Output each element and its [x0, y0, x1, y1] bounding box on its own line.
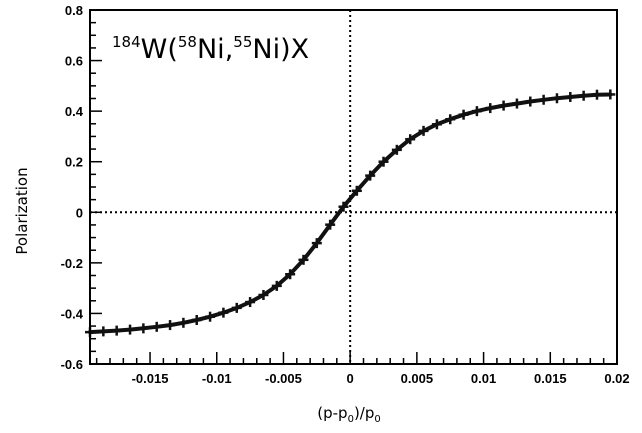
y-tick-label: -0.4: [61, 306, 84, 321]
data-point: [538, 94, 549, 105]
x-axis-label: (p-p0)/p0: [317, 404, 381, 425]
y-axis-label: Polarization: [13, 167, 31, 254]
data-point: [365, 170, 376, 181]
data-point: [138, 323, 149, 334]
x-tick-label: -0.015: [132, 371, 169, 386]
data-point: [231, 302, 242, 313]
data-point: [405, 134, 416, 145]
data-point: [258, 289, 269, 300]
data-point: [458, 109, 469, 120]
data-series: [85, 89, 616, 338]
data-point: [125, 324, 136, 335]
data-point: [498, 100, 509, 111]
data-point: [245, 297, 256, 308]
data-point: [298, 254, 309, 265]
annot-comma: ,: [225, 34, 234, 65]
data-point: [591, 89, 602, 100]
y-tick-label: 0.2: [65, 155, 83, 170]
x-tick-label: 0.005: [401, 371, 434, 386]
data-point: [525, 96, 536, 107]
xlabel-mid: )/p: [354, 404, 374, 422]
data-point: [391, 144, 402, 155]
data-point: [578, 90, 589, 101]
x-tick-label: 0.01: [471, 371, 496, 386]
data-point: [431, 119, 442, 130]
reference-lines: [90, 10, 617, 364]
fragment-symbol: Ni: [252, 34, 280, 65]
x-tick-label: -0.01: [202, 371, 232, 386]
data-point: [551, 93, 562, 104]
xlabel-sub1: 0: [348, 414, 354, 425]
projectile-symbol: Ni: [197, 34, 225, 65]
x-tick-label: 0.02: [604, 371, 629, 386]
data-point: [511, 98, 522, 109]
x-tick-label: 0.015: [534, 371, 567, 386]
data-point: [485, 103, 496, 114]
fragment-mass-number: 55: [233, 33, 252, 51]
xlabel-sub2: 0: [374, 414, 380, 425]
data-point: [565, 91, 576, 102]
projectile-mass-number: 58: [178, 33, 197, 51]
annot-close: )X: [280, 34, 309, 65]
plot-frame: [89, 9, 618, 365]
y-tick-label: -0.6: [61, 357, 83, 372]
y-tick-label: -0.2: [61, 256, 83, 271]
annot-open-paren: (: [167, 34, 178, 65]
reaction-annotation: 184W(58Ni,55Ni)X: [112, 33, 309, 65]
data-point: [378, 156, 389, 167]
polarization-curve: [88, 92, 613, 335]
data-point: [311, 238, 322, 249]
xlabel-open: (p-p: [317, 404, 347, 422]
y-tick-label: 0.8: [65, 3, 83, 18]
data-point: [418, 125, 429, 136]
data-point: [471, 106, 482, 117]
x-tick-label: 0: [347, 371, 354, 386]
data-point: [338, 201, 349, 212]
data-point: [165, 320, 176, 331]
target-mass-number: 184: [112, 33, 141, 51]
data-point: [151, 321, 162, 332]
y-tick-label: 0.6: [65, 54, 83, 69]
data-point: [271, 280, 282, 291]
y-tick-label: 0: [76, 205, 83, 220]
data-point: [351, 185, 362, 196]
y-tick-labels: -0.6 -0.4 -0.2 0 0.2 0.4 0.6 0.8: [61, 3, 84, 372]
target-symbol: W: [141, 34, 168, 65]
data-point: [191, 315, 202, 326]
data-point: [445, 114, 456, 125]
data-point: [605, 89, 616, 100]
data-point: [98, 326, 109, 337]
data-point: [205, 311, 216, 322]
y-tick-label: 0.4: [65, 104, 84, 119]
data-point: [178, 317, 189, 328]
x-tick-label: -0.005: [265, 371, 302, 386]
data-point: [325, 219, 336, 230]
x-tick-labels: -0.015 -0.01 -0.005 0 0.005 0.01 0.015 0.02: [132, 371, 630, 386]
data-point: [111, 325, 122, 336]
data-point: [218, 307, 229, 318]
data-point: [285, 269, 296, 280]
